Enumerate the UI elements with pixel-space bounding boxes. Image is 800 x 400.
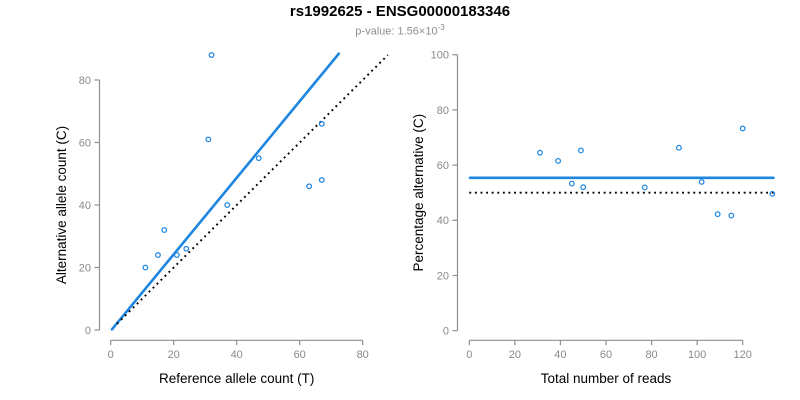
x-axis-label: Total number of reads — [541, 371, 672, 386]
data-point — [641, 184, 648, 191]
x-tick-label: 60 — [600, 349, 612, 361]
data-point — [568, 180, 575, 187]
y-tick-label: 80 — [79, 75, 91, 87]
x-tick-label: 0 — [108, 349, 114, 361]
x-tick-label: 80 — [645, 349, 657, 361]
data-point — [580, 184, 587, 191]
x-tick-label: 100 — [688, 349, 706, 361]
data-point — [183, 245, 190, 252]
x-axis-label: Reference allele count (T) — [159, 371, 314, 386]
y-tick-label: 100 — [431, 50, 449, 62]
data-point — [161, 227, 168, 233]
data-point — [675, 144, 682, 151]
p-value-text: p-value: 1.56×10 — [355, 25, 438, 38]
data-point — [769, 190, 776, 197]
data-point — [155, 252, 161, 258]
y-tick-label: 0 — [443, 326, 449, 338]
data-point — [255, 155, 262, 162]
identity-line — [116, 54, 389, 325]
data-point — [555, 158, 562, 164]
x-tick-label: 60 — [294, 349, 306, 361]
y-tick-label: 40 — [437, 215, 449, 227]
fitted-ratio-line — [110, 52, 341, 331]
y-tick-label: 20 — [79, 262, 91, 274]
y-tick-label: 60 — [437, 160, 449, 172]
data-point — [224, 202, 231, 208]
right-plot: 0 20 40 60 80 100 120 0 20 40 60 80 100 Total number … — [411, 50, 776, 386]
p-value-exponent: -3 — [437, 23, 445, 32]
left-plot: 0 20 40 60 80 0 20 40 60 80 Reference allele count… — [54, 52, 389, 386]
y-axis-label: Alternative allele count (C) — [54, 126, 69, 284]
y-tick-label: 40 — [79, 200, 91, 212]
data-point — [318, 177, 325, 183]
x-tick-label: 20 — [168, 349, 180, 361]
figure-title: rs1992625 - ENSG00000183346 — [289, 3, 511, 20]
data-point — [205, 136, 212, 143]
x-tick-label: 80 — [357, 349, 369, 361]
y-tick-label: 0 — [85, 325, 91, 337]
data-point — [142, 264, 149, 271]
data-point — [578, 147, 584, 154]
x-tick-label: 40 — [231, 349, 243, 361]
x-tick-label: 0 — [466, 349, 472, 361]
y-tick-label: 80 — [437, 105, 449, 117]
data-point — [728, 212, 735, 219]
data-point — [208, 52, 215, 58]
y-tick-label: 60 — [79, 137, 91, 149]
y-axis-label: Percentage alternative (C) — [411, 114, 426, 272]
data-point — [318, 120, 325, 127]
data-point — [306, 183, 313, 190]
data-point — [714, 211, 721, 218]
data-point — [698, 179, 705, 185]
y-tick-label: 20 — [437, 270, 449, 282]
x-tick-label: 20 — [509, 349, 521, 361]
x-tick-label: 120 — [734, 349, 752, 361]
x-tick-label: 40 — [554, 349, 566, 361]
data-point — [739, 125, 746, 132]
data-point — [173, 252, 180, 258]
p-value-subtitle: p-value: 1.56×10-3 — [0, 23, 800, 38]
data-point — [537, 149, 543, 156]
